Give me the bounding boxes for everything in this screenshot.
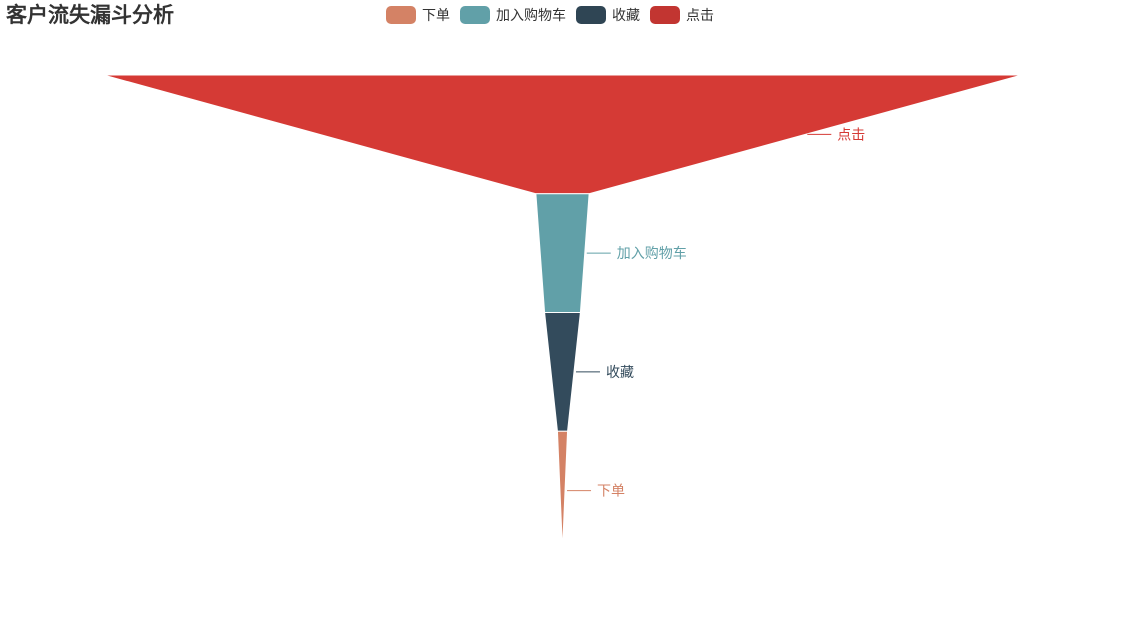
funnel-segment[interactable] bbox=[103, 74, 1022, 195]
legend-swatch bbox=[386, 6, 416, 24]
chart-legend: 下单 加入购物车 收藏 点击 bbox=[386, 5, 724, 25]
legend-label: 下单 bbox=[422, 8, 450, 24]
legend-item[interactable]: 点击 bbox=[650, 5, 714, 25]
chart-title: 客户流失漏斗分析 bbox=[6, 3, 174, 27]
legend-item[interactable]: 收藏 bbox=[576, 5, 640, 25]
legend-swatch bbox=[460, 6, 490, 24]
funnel-segment[interactable] bbox=[556, 430, 569, 551]
legend-item[interactable]: 下单 bbox=[386, 5, 450, 25]
funnel-label: 收藏 bbox=[606, 365, 634, 381]
funnel-label: 下单 bbox=[597, 484, 625, 500]
legend-label: 加入购物车 bbox=[496, 8, 566, 24]
funnel-label: 点击 bbox=[837, 127, 865, 143]
legend-item[interactable]: 加入购物车 bbox=[460, 5, 566, 25]
legend-swatch bbox=[576, 6, 606, 24]
funnel-label: 加入购物车 bbox=[617, 245, 687, 262]
legend-swatch bbox=[650, 6, 680, 24]
legend-label: 收藏 bbox=[612, 8, 640, 24]
funnel-segment[interactable] bbox=[544, 312, 581, 432]
legend-label: 点击 bbox=[686, 8, 714, 24]
funnel-segment[interactable] bbox=[535, 193, 590, 313]
